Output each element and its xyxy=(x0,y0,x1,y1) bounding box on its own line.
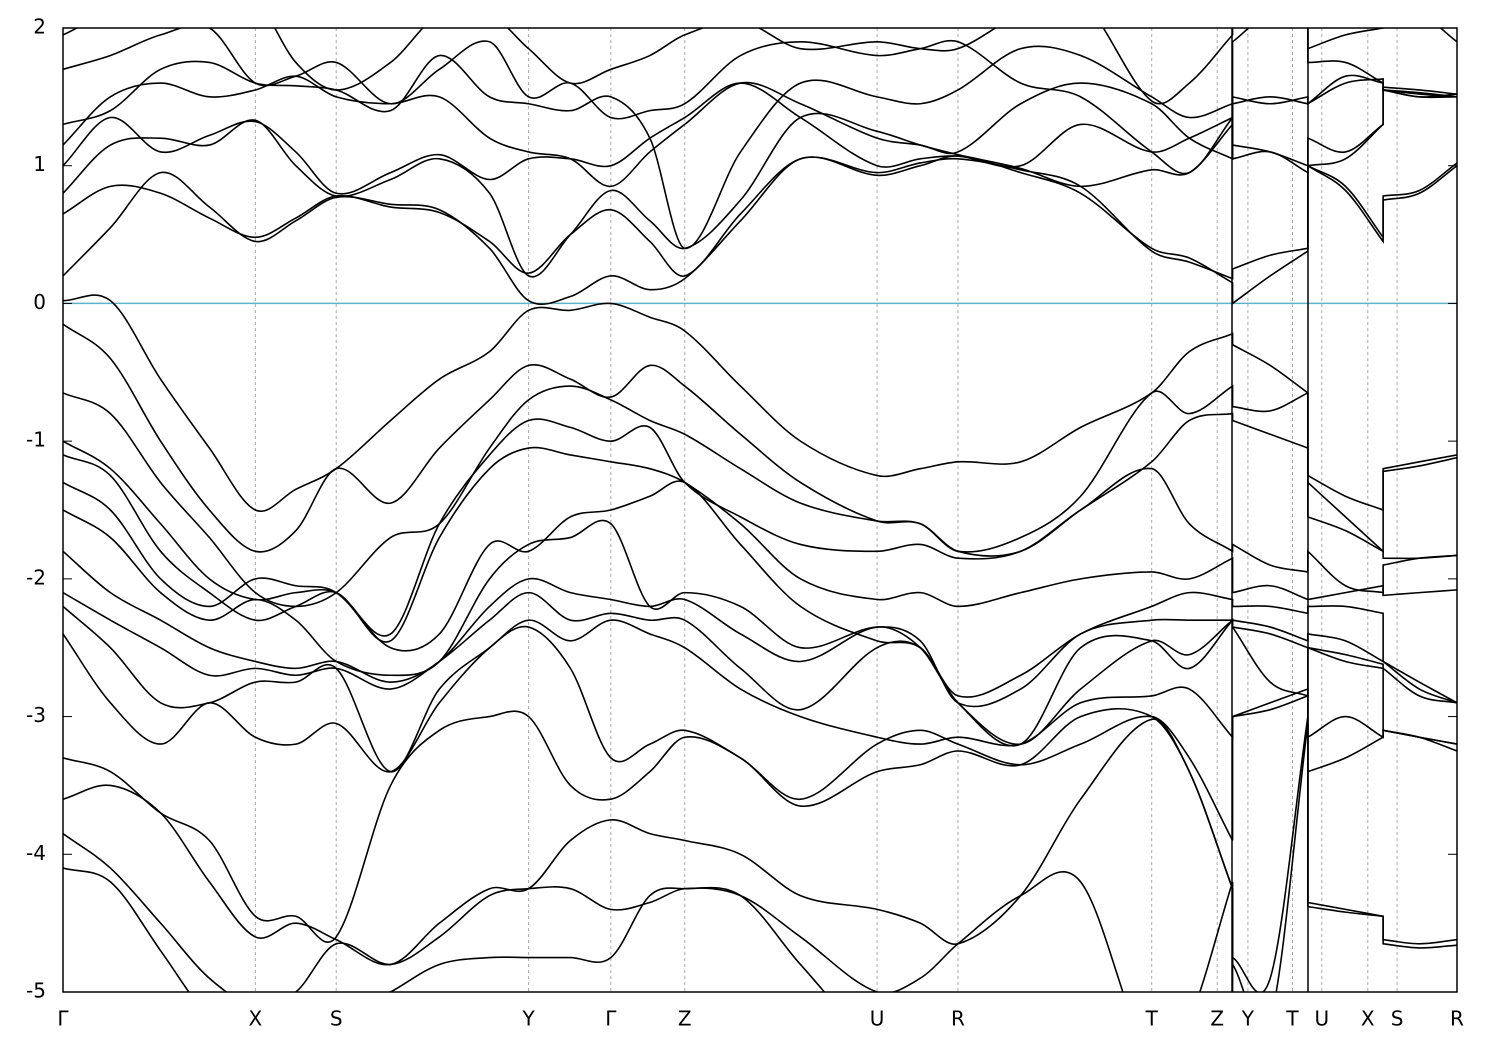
x-tick-label: Γ xyxy=(57,1007,69,1031)
x-tick-label: U xyxy=(870,1007,885,1031)
y-tick-label: 1 xyxy=(33,152,46,176)
grid xyxy=(254,28,1398,992)
y-tick-label: -5 xyxy=(26,979,46,1003)
x-tick-label: Z xyxy=(1210,1007,1224,1031)
y-tick-label: 0 xyxy=(33,290,46,314)
x-tick-label: S xyxy=(330,1007,343,1031)
plot-frame xyxy=(62,27,1458,993)
x-tick-label: T xyxy=(1285,1007,1299,1031)
y-tick-label: -4 xyxy=(26,841,46,865)
band-line xyxy=(63,446,1457,643)
x-tick-label: T xyxy=(1145,1007,1159,1031)
bands xyxy=(63,28,1457,992)
band-line xyxy=(63,832,1234,992)
x-tick-label: X xyxy=(249,1007,263,1031)
x-tick-label: Y xyxy=(1241,1007,1255,1031)
y-tick-label: -3 xyxy=(26,703,46,727)
band-line xyxy=(63,550,1457,747)
band-line xyxy=(63,591,1457,745)
y-tick-label: -2 xyxy=(26,565,46,589)
band-line xyxy=(63,418,1457,637)
band-line xyxy=(63,155,1457,306)
x-tick-label: Γ xyxy=(605,1007,617,1031)
band-line xyxy=(63,156,1457,280)
band-line xyxy=(63,28,1457,175)
band-line xyxy=(63,480,1457,704)
x-tick-label: Y xyxy=(521,1007,535,1031)
band-line xyxy=(63,718,1457,992)
band-line xyxy=(63,294,1457,513)
x-tick-label: R xyxy=(1450,1007,1464,1031)
x-tick-label: U xyxy=(1314,1007,1329,1031)
y-tick-label: -1 xyxy=(26,428,46,452)
x-tick-label: S xyxy=(1391,1007,1404,1031)
band-line xyxy=(63,28,1457,105)
band-line xyxy=(63,323,1457,554)
band-line xyxy=(63,605,1457,773)
band-line xyxy=(63,509,1457,708)
band-line xyxy=(63,45,1457,250)
x-tick-label: X xyxy=(1361,1007,1375,1031)
y-tick-label: 2 xyxy=(33,15,46,39)
x-tick-label: Z xyxy=(678,1007,692,1031)
x-tick-label: R xyxy=(951,1007,965,1031)
band-line xyxy=(63,82,1457,195)
band-line xyxy=(63,867,826,992)
